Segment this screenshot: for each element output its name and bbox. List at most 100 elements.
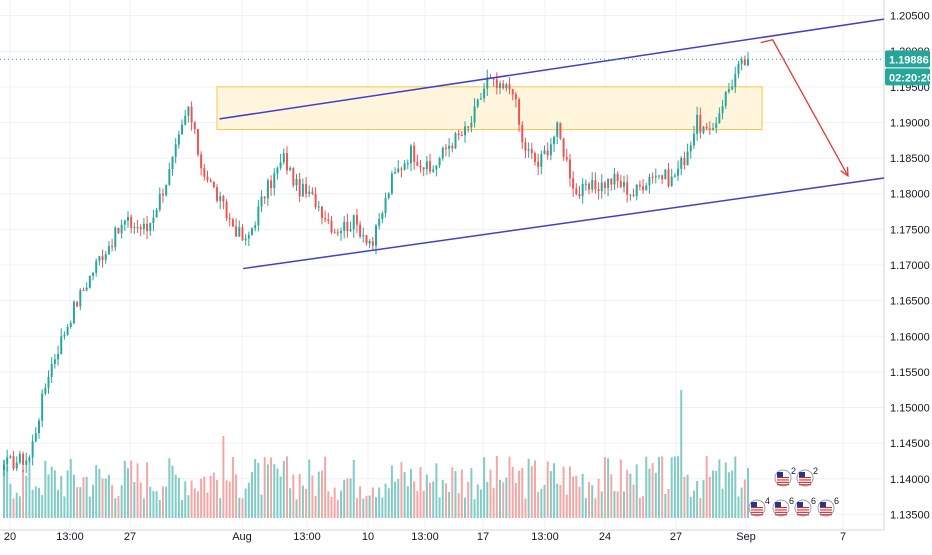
candle-body xyxy=(295,178,298,186)
candle-body xyxy=(537,161,540,167)
event-icon-bottom-1[interactable]: 4 xyxy=(748,496,770,517)
volume-bar xyxy=(273,464,276,518)
candle-body xyxy=(282,153,285,163)
volume-bar xyxy=(292,474,295,518)
volume-bar xyxy=(747,468,749,518)
candle-body xyxy=(212,181,215,188)
candle-body xyxy=(368,241,371,244)
volume-bar xyxy=(670,457,673,518)
flag-stripe xyxy=(775,507,787,509)
candle-body xyxy=(607,178,610,189)
candle-body xyxy=(740,59,743,64)
volume-bar xyxy=(69,458,72,518)
candle-body xyxy=(9,456,12,458)
volume-bar xyxy=(359,486,362,518)
flag-stripe xyxy=(777,484,789,486)
volume-bar xyxy=(406,486,409,518)
volume-bar xyxy=(187,495,190,518)
candle-body xyxy=(632,194,635,196)
candle-body xyxy=(594,180,597,190)
volume-bar xyxy=(635,464,638,518)
time-axis[interactable]: 20 13:00 27 Aug 13:00 10 13:00 17 13:00 24 27 Sep 7 xyxy=(4,531,846,543)
volume-bar xyxy=(98,468,101,518)
volume-bar xyxy=(432,481,435,518)
volume-bar xyxy=(95,465,98,518)
candle-body xyxy=(308,191,311,194)
volume-bar xyxy=(355,498,358,518)
candle-body xyxy=(225,201,228,219)
candle-body xyxy=(438,158,441,166)
x-tick-label: Sep xyxy=(736,531,756,543)
candle-body xyxy=(403,163,406,170)
candle-body xyxy=(499,83,501,88)
event-count: 2 xyxy=(813,466,818,476)
economic-event-icons[interactable]: 2 2 4 6 6 6 xyxy=(748,466,839,517)
event-icon-bottom-4[interactable]: 6 xyxy=(817,496,839,517)
candle-body xyxy=(708,128,711,130)
y-tick-label: 1.20500 xyxy=(890,11,930,23)
volume-bar xyxy=(324,456,327,518)
flag-canton xyxy=(797,502,803,508)
candle-body xyxy=(15,462,18,469)
price-axis[interactable]: 1.205001.200001.195001.190001.185001.180… xyxy=(890,11,930,522)
candle-body xyxy=(638,184,641,187)
volume-bar xyxy=(521,467,524,518)
volume-bar xyxy=(702,479,705,518)
candle-body xyxy=(540,154,543,167)
volume-bar xyxy=(85,476,88,518)
candle-body xyxy=(413,145,416,162)
candle-body xyxy=(136,227,139,229)
candle-body xyxy=(222,196,225,202)
event-count: 2 xyxy=(791,466,796,476)
volume-bar xyxy=(209,475,212,518)
candle-body xyxy=(724,91,727,107)
volume-bar xyxy=(642,496,645,518)
resistance-zone-rect xyxy=(216,86,763,131)
candle-body xyxy=(158,193,161,210)
candle-body xyxy=(568,159,571,179)
candle-body xyxy=(301,183,304,197)
volume-bar xyxy=(349,478,352,518)
candle-body xyxy=(737,63,740,75)
candle-body xyxy=(235,226,238,237)
candle-body xyxy=(114,227,117,248)
flag-canton xyxy=(775,502,781,508)
candle-body xyxy=(276,167,279,174)
candle-body xyxy=(72,301,75,324)
volume-bar xyxy=(572,476,575,518)
candle-body xyxy=(715,123,718,129)
volume-bar xyxy=(276,468,279,518)
event-icon-top-1[interactable]: 2 xyxy=(774,466,796,487)
candle-body xyxy=(330,220,333,233)
candle-body xyxy=(263,196,266,199)
volume-bar xyxy=(718,459,721,518)
candle-body xyxy=(492,78,495,80)
trend-drawings xyxy=(0,18,885,270)
candle-body xyxy=(133,227,136,229)
volume-bar xyxy=(648,468,651,518)
candle-body xyxy=(597,189,600,192)
volume-bar xyxy=(384,483,387,518)
candle-body xyxy=(6,457,9,465)
candle-body xyxy=(381,213,384,220)
event-icon-top-2[interactable]: 2 xyxy=(796,466,818,487)
volume-bar xyxy=(193,488,196,518)
volume-bar xyxy=(403,472,406,518)
event-icon-bottom-2[interactable]: 6 xyxy=(772,496,794,517)
candle-body xyxy=(66,326,69,335)
volume-bar xyxy=(734,456,737,518)
candle-body xyxy=(324,218,327,220)
event-count: 4 xyxy=(765,496,770,506)
volume-bar xyxy=(578,486,581,518)
candle-body xyxy=(444,147,447,149)
volume-bar xyxy=(340,490,343,518)
volume-bar xyxy=(270,457,273,518)
event-icon-bottom-3[interactable]: 6 xyxy=(794,496,816,517)
volume-bar xyxy=(82,477,85,518)
candle-body xyxy=(530,149,533,154)
candle-body xyxy=(85,287,88,291)
volume-bar xyxy=(6,466,9,518)
event-count: 6 xyxy=(789,496,794,506)
